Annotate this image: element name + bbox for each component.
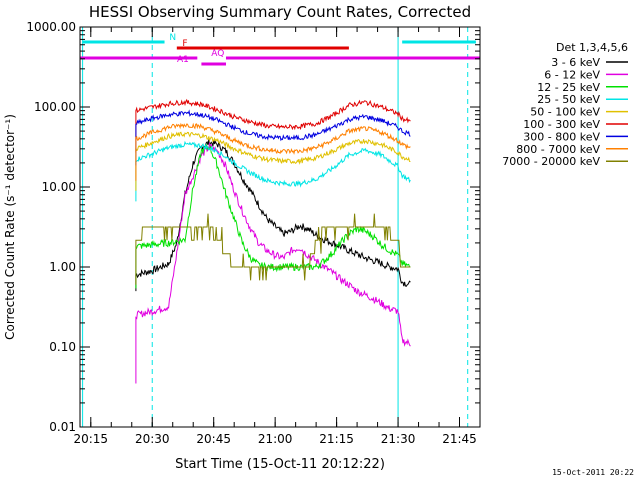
x-axis-label: Start Time (15-Oct-11 20:12:22) bbox=[175, 457, 385, 472]
x-tick-label-1: 20:30 bbox=[135, 432, 170, 446]
series-line-6 bbox=[135, 109, 411, 166]
y-tick-label-1: 100.00 bbox=[34, 100, 76, 114]
legend-label-0: 3 - 6 keV bbox=[551, 56, 600, 69]
y-tick-label-3: 1.00 bbox=[49, 260, 76, 274]
y-tick-label-0: 1000.00 bbox=[26, 20, 76, 34]
legend-label-8: 7000 - 20000 keV bbox=[502, 155, 600, 168]
legend-label-1: 6 - 12 keV bbox=[544, 68, 600, 81]
plot-frame bbox=[79, 26, 481, 428]
flag-label-n: N bbox=[169, 33, 176, 43]
plot-area: NF AQ A1 1000.00 100.00 10.00 1.00 0.10 0.0120:1… bbox=[26, 20, 481, 446]
series-line-8 bbox=[135, 213, 411, 285]
flag-label-aq: AQ bbox=[211, 49, 224, 59]
flag-label-a1: A1 bbox=[177, 55, 189, 65]
legend-label-5: 100 - 300 keV bbox=[523, 118, 600, 131]
x-tick-label-4: 21:15 bbox=[319, 432, 354, 446]
flag-label-f: F bbox=[182, 39, 187, 49]
series-line-3 bbox=[135, 140, 411, 202]
legend-label-3: 25 - 50 keV bbox=[537, 93, 600, 106]
x-tick-label-2: 20:45 bbox=[196, 432, 231, 446]
footer-timestamp: 15-Oct-2011 20:22 bbox=[552, 468, 634, 477]
x-tick-label-6: 21:45 bbox=[442, 432, 477, 446]
x-tick-label-0: 20:15 bbox=[73, 432, 108, 446]
series-line-1 bbox=[135, 141, 411, 384]
series-line-2 bbox=[135, 143, 411, 289]
series-line-4 bbox=[135, 131, 411, 191]
series-line-7 bbox=[135, 122, 411, 181]
legend-label-7: 800 - 7000 keV bbox=[516, 143, 600, 156]
legend-label-4: 50 - 100 keV bbox=[530, 106, 600, 119]
legend-label-2: 12 - 25 keV bbox=[537, 81, 600, 94]
y-axis-label: Corrected Count Rate (s⁻¹ detector⁻¹) bbox=[3, 114, 17, 340]
legend-label-6: 300 - 800 keV bbox=[523, 130, 600, 143]
legend-title: Det 1,3,4,5,6 bbox=[556, 41, 628, 54]
x-tick-label-3: 21:00 bbox=[258, 432, 293, 446]
chart-title: HESSI Observing Summary Count Rates, Cor… bbox=[89, 3, 471, 21]
series-line-5 bbox=[135, 98, 411, 153]
y-tick-label-5: 0.01 bbox=[49, 420, 76, 434]
y-tick-label-2: 10.00 bbox=[42, 180, 76, 194]
y-tick-label-4: 0.10 bbox=[49, 340, 76, 354]
x-tick-label-5: 21:30 bbox=[381, 432, 416, 446]
